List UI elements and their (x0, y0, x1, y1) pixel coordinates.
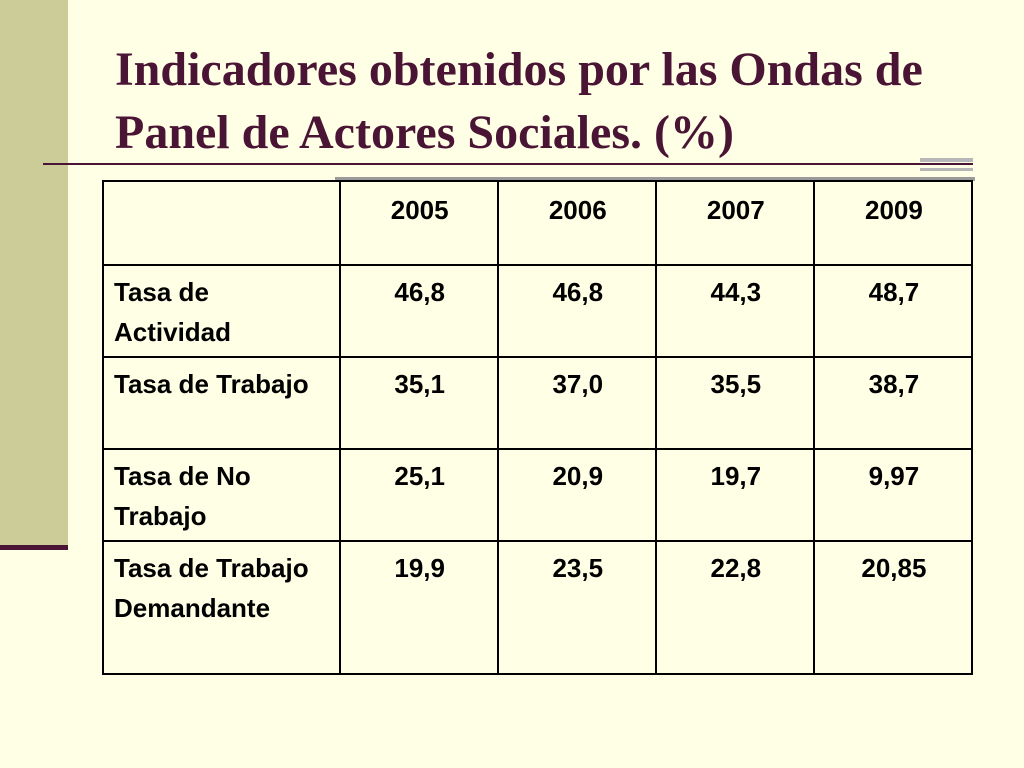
table-cell: 35,5 (654, 356, 815, 450)
table-cell: 19,7 (654, 448, 815, 542)
table-cell: 46,8 (496, 264, 657, 358)
side-bar-decoration (0, 0, 68, 545)
table-cell: 35,1 (338, 356, 499, 450)
table-cell: 9,97 (812, 448, 974, 542)
table-row: Tasa de Actividad 46,8 46,8 44,3 48,7 (102, 264, 974, 358)
table-cell: 20,9 (496, 448, 657, 542)
column-header-2006: 2006 (496, 180, 657, 266)
table-cell: 38,7 (812, 356, 974, 450)
slide-title: Indicadores obtenidos por las Ondas de P… (115, 43, 923, 159)
corner-cell (102, 180, 341, 266)
column-header-2005: 2005 (338, 180, 499, 266)
divider-accent-bottom (920, 168, 973, 171)
table-cell: 22,8 (654, 540, 815, 675)
divider-accent-top (920, 158, 973, 162)
table-row: Tasa de Trabajo Demandante 19,9 23,5 22,… (102, 540, 974, 675)
table-cell: 20,85 (812, 540, 974, 675)
row-label: Tasa de Trabajo Demandante (102, 540, 341, 675)
table-cell: 46,8 (338, 264, 499, 358)
side-bar-rule (0, 545, 68, 550)
table-shadow (335, 177, 975, 181)
header-row: 2005 2006 2007 2009 (102, 180, 974, 266)
table-row: Tasa de Trabajo 35,1 37,0 35,5 38,7 (102, 356, 974, 450)
column-header-2007: 2007 (654, 180, 815, 266)
indicators-table: 2005 2006 2007 2009 Tasa de Actividad 46… (102, 180, 974, 675)
table-cell: 25,1 (338, 448, 499, 542)
table-cell: 19,9 (338, 540, 499, 675)
row-label: Tasa de Trabajo (102, 356, 341, 450)
table-cell: 37,0 (496, 356, 657, 450)
row-label: Tasa de Actividad (102, 264, 341, 358)
table-cell: 44,3 (654, 264, 815, 358)
table-row: Tasa de No Trabajo 25,1 20,9 19,7 9,97 (102, 448, 974, 542)
title-divider (43, 163, 973, 165)
table-cell: 23,5 (496, 540, 657, 675)
column-header-2009: 2009 (812, 180, 974, 266)
row-label: Tasa de No Trabajo (102, 448, 341, 542)
table-cell: 48,7 (812, 264, 974, 358)
